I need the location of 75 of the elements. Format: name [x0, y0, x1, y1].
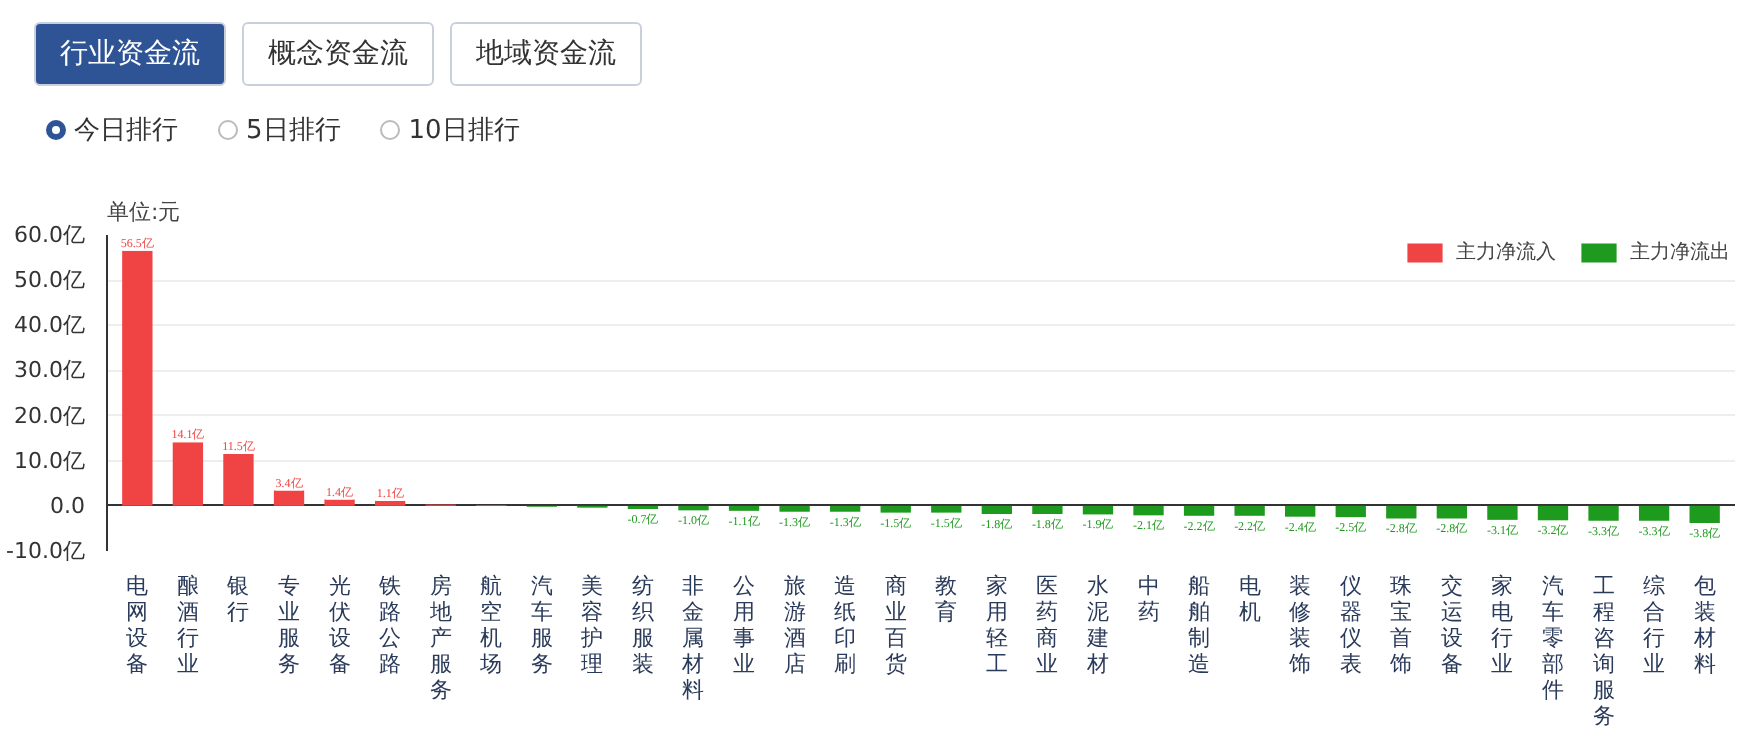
x-tick-label: 造纸印刷	[834, 573, 857, 677]
x-tick-label: 教育	[935, 573, 958, 625]
text: 概念资金流	[242, 22, 434, 86]
bar	[1285, 505, 1316, 517]
bar	[1638, 505, 1670, 521]
bar	[1133, 505, 1164, 516]
bar	[1183, 505, 1215, 516]
bar	[122, 250, 153, 506]
x-tick-label: 仪器仪表	[1339, 573, 1362, 677]
bar	[931, 505, 962, 513]
x-tick-label: 家用轻工	[985, 573, 1008, 677]
y-tick-label: 20.0亿	[14, 402, 86, 429]
bar	[223, 453, 254, 506]
x-tick-label: 非金属材料	[680, 573, 705, 703]
x-tick-label: 纺织服装	[631, 573, 654, 677]
bar	[172, 442, 204, 506]
bar	[1032, 505, 1063, 514]
text: 今日排行	[72, 116, 178, 146]
bar	[1487, 505, 1518, 520]
x-tick-label: 房地产服务	[427, 573, 452, 703]
y-tick-label: 60.0亿	[14, 222, 86, 248]
x-tick-label: 水泥建材	[1084, 573, 1109, 677]
bar	[1335, 505, 1366, 518]
text: 行业资金流	[34, 22, 226, 86]
x-tick-label: 汽车零部件	[1541, 573, 1564, 703]
x-tick-label: 汽车服务	[530, 573, 553, 677]
bar	[374, 500, 406, 506]
bar	[1537, 505, 1569, 521]
bar	[728, 505, 760, 511]
x-tick-label: 铁路公路	[377, 573, 402, 677]
x-tick-label: 专业服务	[278, 573, 301, 677]
x-tick-label: 商业百货	[884, 573, 907, 677]
x-tick-label: 医药商业	[1036, 573, 1059, 677]
legend-label: 主力净流出	[1630, 239, 1730, 266]
y-tick-label: 50.0亿	[14, 267, 86, 294]
x-tick-label: 船舶制造	[1188, 573, 1211, 677]
x-tick-label: 电网设备	[126, 573, 149, 677]
bar	[678, 505, 709, 511]
x-tick-label: 光伏设备	[328, 573, 351, 677]
x-tick-label: 美容护理	[579, 573, 604, 677]
bar	[1689, 505, 1720, 524]
bar	[880, 505, 911, 513]
text: 10日排行	[406, 116, 520, 146]
x-tick-label: 中药	[1137, 573, 1160, 625]
y-axis-title: 单位:元	[107, 199, 181, 225]
x-tick-label: 公用事业	[733, 573, 756, 677]
bar	[1082, 505, 1114, 515]
y-tick-label: 30.0亿	[14, 357, 86, 384]
x-tick-label: 旅游酒店	[783, 573, 806, 677]
bar	[1588, 505, 1619, 521]
x-tick-label: 电机	[1238, 573, 1261, 625]
x-tick-label: 交运设备	[1440, 573, 1463, 677]
bar	[981, 505, 1013, 514]
x-tick-label: 珠宝首饰	[1388, 573, 1413, 677]
bar	[779, 505, 810, 512]
y-tick-label: 0.0	[50, 492, 86, 519]
bar	[829, 505, 861, 512]
bar	[1436, 505, 1468, 519]
x-tick-label: 航空机场	[478, 573, 503, 677]
x-tick-label: 酿酒行业	[176, 573, 199, 677]
y-tick-label: 40.0亿	[14, 312, 86, 339]
x-tick-label: 家电行业	[1491, 573, 1514, 677]
bar	[273, 490, 305, 506]
text: 地域资金流	[450, 22, 642, 86]
text: 5日排行	[244, 116, 341, 146]
y-tick-label: -10.0亿	[6, 538, 86, 564]
x-tick-label: 装修装饰	[1287, 573, 1312, 677]
y-tick-label: 10.0亿	[14, 447, 86, 474]
legend-label: 主力净流入	[1456, 239, 1556, 266]
x-tick-label: 工程咨询服务	[1592, 573, 1615, 729]
x-tick-label: 包装材料	[1691, 573, 1716, 677]
bar	[1234, 505, 1265, 516]
x-tick-label: 综合行业	[1643, 573, 1666, 677]
bar	[1386, 505, 1417, 519]
x-tick-label: 银行	[225, 573, 250, 625]
